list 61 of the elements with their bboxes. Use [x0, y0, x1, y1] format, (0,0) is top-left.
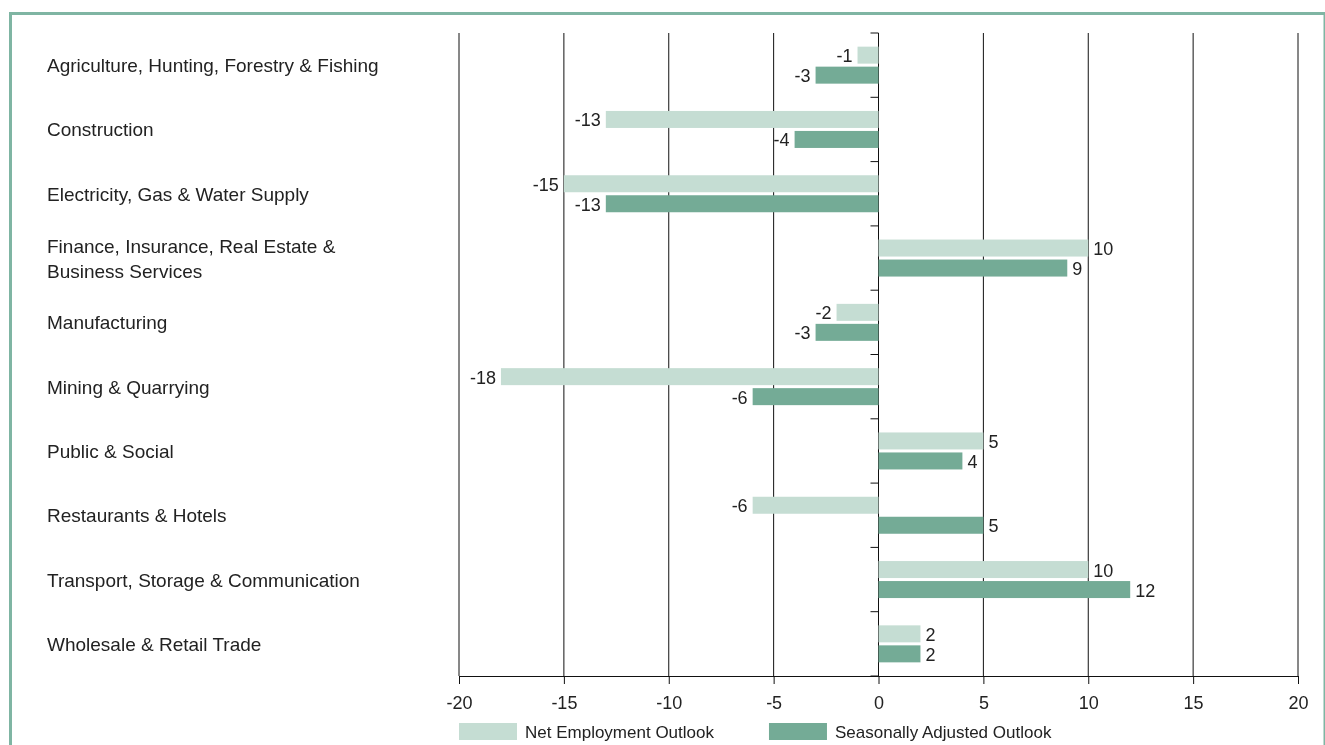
data-label: 10	[1093, 239, 1114, 260]
data-label: -15	[532, 174, 559, 195]
bar	[500, 368, 879, 386]
legend-label: Net Employment Outlook	[525, 723, 715, 742]
bar	[605, 195, 879, 213]
data-label: -2	[815, 303, 832, 324]
bar	[794, 130, 879, 148]
bar	[815, 66, 879, 84]
data-label: 12	[1135, 580, 1156, 601]
y-tick-label: Public & Social	[47, 440, 174, 462]
bar	[878, 581, 1131, 599]
bar	[563, 175, 879, 193]
y-tick-label: Restaurants & Hotels	[47, 505, 227, 527]
y-tick-label: Transport, Storage & Communication	[47, 569, 360, 591]
data-label: -6	[731, 496, 748, 517]
bar	[878, 432, 984, 450]
bar	[836, 303, 879, 321]
bar	[752, 496, 879, 514]
data-label: -6	[731, 387, 748, 408]
data-label: -4	[773, 130, 790, 151]
x-tick-label: -10	[656, 692, 683, 713]
y-tick-label: Construction	[47, 119, 154, 141]
y-tick-label: Finance, Insurance, Real Estate & Business Services	[47, 235, 336, 282]
data-label: 10	[1093, 560, 1114, 581]
data-label: 2	[925, 624, 936, 645]
x-tick-label: 10	[1078, 692, 1099, 713]
bar	[815, 323, 879, 341]
x-tick-label: 20	[1288, 692, 1309, 713]
bar	[605, 110, 879, 128]
bar	[878, 625, 921, 643]
bar	[878, 516, 984, 534]
x-tick-label: -20	[446, 692, 473, 713]
bar	[878, 645, 921, 663]
y-tick-label: Mining & Quarrying	[47, 376, 210, 398]
x-tick-label: 5	[978, 692, 989, 713]
y-tick-label: Electricity, Gas & Water Supply	[47, 183, 310, 205]
data-label: -13	[574, 194, 601, 215]
x-tick-label: 0	[873, 692, 885, 713]
y-tick-label: Wholesale & Retail Trade	[47, 633, 262, 655]
data-label: -3	[794, 66, 811, 87]
data-label: -13	[574, 110, 601, 131]
data-label: 4	[967, 451, 978, 472]
x-tick-label: -15	[551, 692, 578, 713]
data-label: 9	[1072, 259, 1083, 280]
x-tick-label: -5	[766, 692, 783, 713]
data-label: 5	[988, 516, 999, 537]
data-label: -18	[469, 367, 496, 388]
bar	[878, 452, 963, 470]
bar	[878, 259, 1068, 277]
x-tick-label: 15	[1183, 692, 1204, 713]
data-label: 5	[988, 431, 999, 452]
bar	[878, 239, 1089, 257]
y-tick-label: Manufacturing	[47, 312, 168, 334]
y-tick-label: Agriculture, Hunting, Forestry & Fishing	[47, 55, 379, 77]
data-label: -1	[836, 46, 853, 67]
legend-label: Seasonally Adjusted Outlook	[834, 723, 1052, 742]
bar	[752, 388, 879, 406]
data-label: -3	[794, 323, 811, 344]
data-label: 2	[925, 644, 936, 665]
bar	[878, 561, 1089, 579]
bar	[857, 46, 879, 64]
